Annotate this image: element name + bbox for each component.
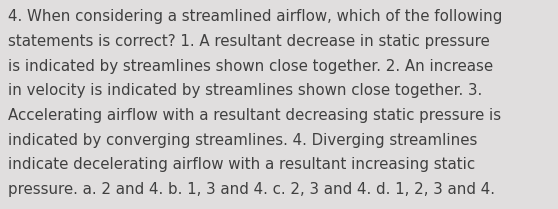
Text: in velocity is indicated by streamlines shown close together. 3.: in velocity is indicated by streamlines … [8,83,483,98]
Text: Accelerating airflow with a resultant decreasing static pressure is: Accelerating airflow with a resultant de… [8,108,502,123]
Text: statements is correct? 1. A resultant decrease in static pressure: statements is correct? 1. A resultant de… [8,34,490,49]
Text: indicated by converging streamlines. 4. Diverging streamlines: indicated by converging streamlines. 4. … [8,133,478,148]
Text: pressure. a. 2 and 4. b. 1, 3 and 4. c. 2, 3 and 4. d. 1, 2, 3 and 4.: pressure. a. 2 and 4. b. 1, 3 and 4. c. … [8,182,496,197]
Text: indicate decelerating airflow with a resultant increasing static: indicate decelerating airflow with a res… [8,157,475,172]
Text: is indicated by streamlines shown close together. 2. An increase: is indicated by streamlines shown close … [8,59,493,74]
Text: 4. When considering a streamlined airflow, which of the following: 4. When considering a streamlined airflo… [8,9,503,24]
